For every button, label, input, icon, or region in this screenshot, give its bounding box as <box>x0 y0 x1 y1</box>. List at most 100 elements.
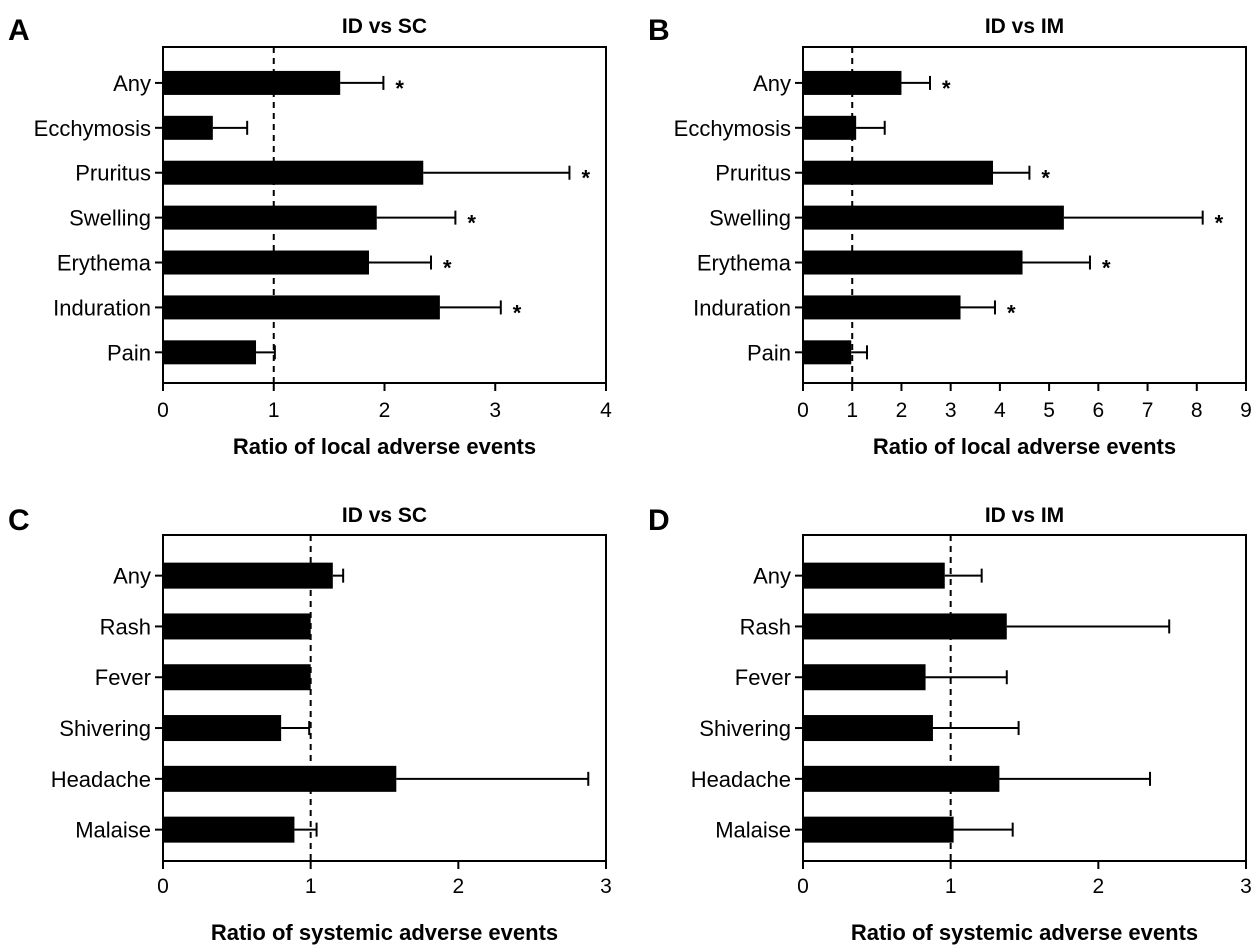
significance-marker: * <box>395 76 404 101</box>
bar <box>803 765 1000 792</box>
x-tick-label: 3 <box>1240 875 1252 898</box>
bar <box>803 205 1064 230</box>
category-label: Ecchymosis <box>34 116 151 141</box>
category-label: Induration <box>693 295 791 320</box>
x-tick-label: 7 <box>1142 399 1154 422</box>
x-tick-label: 3 <box>945 399 957 422</box>
category-label: Shivering <box>59 716 151 741</box>
category-label: Any <box>113 564 151 589</box>
panel-d: D ID vs IM 0 1 2 3 Ratio of systemic adverse e… <box>648 504 1252 945</box>
significance-marker: * <box>1041 166 1050 191</box>
significance-marker: * <box>443 256 452 281</box>
category-label: Headache <box>691 767 791 792</box>
category-label: Any <box>113 71 151 96</box>
x-tick-label: 6 <box>1092 399 1104 422</box>
x-tick-label: 2 <box>1092 875 1104 898</box>
bar <box>803 160 993 185</box>
bar <box>163 160 424 185</box>
bar <box>163 340 257 365</box>
bar <box>163 715 282 742</box>
panel-letter: D <box>648 504 670 537</box>
category-label: Headache <box>51 767 151 792</box>
category-label: Fever <box>735 665 791 690</box>
category-label: Malaise <box>75 818 151 843</box>
bar <box>803 613 1007 640</box>
significance-marker: * <box>467 211 476 236</box>
bar <box>163 295 440 320</box>
bar <box>803 295 961 320</box>
category-label: Pain <box>107 340 151 365</box>
panel-c: C ID vs SC 0 1 2 3 Ratio of systemic adverse e… <box>8 504 612 945</box>
x-tick-label: 2 <box>896 399 908 422</box>
significance-marker: * <box>1102 256 1111 281</box>
category-label: Rash <box>740 614 791 639</box>
panel-letter: C <box>8 504 30 537</box>
bar <box>803 816 954 843</box>
category-label: Erythema <box>57 251 152 276</box>
bar <box>803 115 857 140</box>
significance-marker: * <box>581 166 590 191</box>
x-tick-label: 1 <box>945 875 957 898</box>
category-label: Rash <box>100 614 151 639</box>
x-axis-title: Ratio of local adverse events <box>233 434 536 459</box>
x-tick-label: 8 <box>1191 399 1203 422</box>
bar <box>163 70 341 95</box>
x-tick-label: 0 <box>797 875 809 898</box>
bar <box>803 250 1023 275</box>
category-label: Pain <box>747 340 791 365</box>
plot-frame <box>802 534 1247 862</box>
category-label: Swelling <box>69 206 151 231</box>
x-axis-title: Ratio of systemic adverse events <box>211 920 558 945</box>
bar <box>803 340 852 365</box>
chart-title: ID vs SC <box>342 504 427 527</box>
bar <box>163 816 295 843</box>
x-tick-label: 3 <box>600 875 612 898</box>
category-label: Pruritus <box>75 161 151 186</box>
x-axis-title: Ratio of systemic adverse events <box>851 920 1198 945</box>
x-tick-label: 4 <box>600 399 612 422</box>
x-tick-label: 9 <box>1240 399 1252 422</box>
panel-b: B ID vs IM 0 1 2 3 4 5 6 7 8 9 Ratio of local advers… <box>648 14 1252 459</box>
significance-marker: * <box>1215 211 1224 236</box>
x-tick-label: 2 <box>379 399 391 422</box>
x-tick-label: 4 <box>994 399 1006 422</box>
category-label: Fever <box>95 665 151 690</box>
category-label: Any <box>753 564 791 589</box>
x-tick-label: 1 <box>846 399 858 422</box>
panel-letter: B <box>648 14 670 47</box>
significance-marker: * <box>1007 300 1016 325</box>
bar <box>163 613 311 640</box>
x-tick-label: 2 <box>452 875 464 898</box>
category-label: Erythema <box>697 251 792 276</box>
x-tick-label: 0 <box>157 399 169 422</box>
bar <box>803 562 945 589</box>
bar <box>163 765 397 792</box>
x-tick-label: 5 <box>1043 399 1055 422</box>
bar <box>163 115 213 140</box>
bar <box>803 715 933 742</box>
category-label: Any <box>753 71 791 96</box>
category-label: Induration <box>53 295 151 320</box>
chart-title: ID vs SC <box>342 15 427 38</box>
significance-marker: * <box>942 76 951 101</box>
x-tick-label: 1 <box>268 399 280 422</box>
bar <box>163 205 377 230</box>
x-tick-label: 0 <box>797 399 809 422</box>
significance-marker: * <box>513 300 522 325</box>
panel-a: A ID vs SC 0 1 2 3 4 Ratio of local adverse eve… <box>8 14 612 459</box>
x-axis-title: Ratio of local adverse events <box>873 434 1176 459</box>
category-label: Shivering <box>699 716 791 741</box>
x-tick-label: 1 <box>305 875 317 898</box>
chart-title: ID vs IM <box>985 504 1064 527</box>
category-label: Swelling <box>709 206 791 231</box>
bar <box>163 664 311 691</box>
bar <box>163 562 333 589</box>
x-tick-label: 0 <box>157 875 169 898</box>
category-label: Ecchymosis <box>674 116 791 141</box>
category-label: Pruritus <box>715 161 791 186</box>
plot-frame <box>162 534 607 862</box>
x-tick-label: 3 <box>489 399 501 422</box>
category-label: Malaise <box>715 818 791 843</box>
bar <box>803 664 926 691</box>
